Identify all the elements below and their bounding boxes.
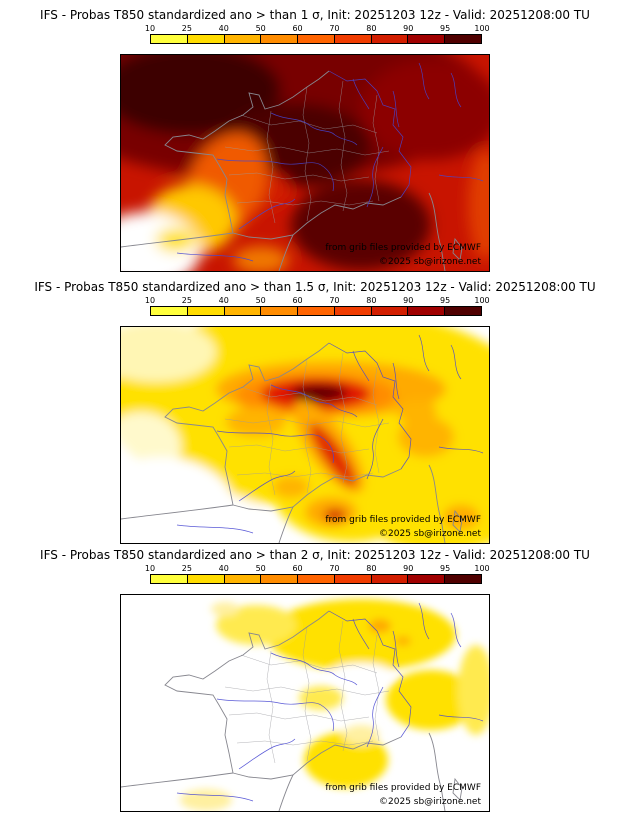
colorbar-tick-label: 50 xyxy=(255,564,266,573)
colorbar-tick-label: 10 xyxy=(144,296,156,305)
copyright-text: ©2025 sb@irizone.net xyxy=(379,257,481,267)
colorbar-bar xyxy=(150,574,482,584)
map-sigma-2: from grib files provided by ECMWF ©2025 … xyxy=(120,594,490,812)
map-sigma-1: from grib files provided by ECMWF ©2025 … xyxy=(120,54,490,272)
colorbar-tick-label: 60 xyxy=(292,24,303,33)
colorbar-segment xyxy=(261,307,299,315)
ecmwf-credit: from grib files provided by ECMWF xyxy=(325,243,481,253)
colorbar-segment xyxy=(151,307,188,315)
colorbar-segment xyxy=(298,575,335,583)
colorbar-tick-label: 60 xyxy=(292,564,303,573)
map-sigma-1-5: from grib files provided by ECMWF ©2025 … xyxy=(120,326,490,544)
panel-title: IFS - Probas T850 standardized ano > tha… xyxy=(34,280,596,294)
colorbar-segment xyxy=(408,307,446,315)
colorbar-bar xyxy=(150,306,482,316)
borders-rivers xyxy=(176,62,484,262)
colorbar-tick-label: 50 xyxy=(255,296,266,305)
panel-title: IFS - Probas T850 standardized ano > tha… xyxy=(40,8,590,22)
colorbar-tick-label: 40 xyxy=(218,296,229,305)
colorbar-segment xyxy=(224,307,262,315)
colorbar-tick-label: 70 xyxy=(329,296,340,305)
panel-sigma-2: IFS - Probas T850 standardized ano > tha… xyxy=(0,546,630,818)
colorbar-segment xyxy=(408,575,446,583)
department-boundaries xyxy=(224,620,390,764)
probability-field xyxy=(121,55,489,271)
copyright-text: ©2025 sb@irizone.net xyxy=(379,529,481,539)
colorbar-tick-label: 40 xyxy=(218,24,229,33)
colorbar-bar xyxy=(150,34,482,44)
map-canvas-sigma-2 xyxy=(121,595,489,811)
colorbar-segment xyxy=(224,35,262,43)
colorbar-segment xyxy=(224,575,262,583)
map-canvas-sigma-1-5 xyxy=(121,327,489,543)
colorbar-tick-label: 95 xyxy=(440,296,451,305)
colorbar-segment xyxy=(334,35,372,43)
colorbar-tick-label: 60 xyxy=(292,296,303,305)
colorbar-tick-label: 100 xyxy=(474,24,490,33)
colorbar-segment xyxy=(261,35,299,43)
borders-rivers xyxy=(176,602,484,802)
ecmwf-credit: from grib files provided by ECMWF xyxy=(325,783,481,793)
colorbar-tick-label: 25 xyxy=(181,564,192,573)
colorbar-segment xyxy=(261,575,299,583)
colorbar-tick-label: 80 xyxy=(366,296,377,305)
colorbar-tick-label: 80 xyxy=(366,24,377,33)
colorbar-tick-label: 70 xyxy=(329,564,340,573)
department-boundaries xyxy=(224,352,390,496)
colorbar-tick-labels: 10 25 40 50 60 70 80 90 95 100 xyxy=(145,564,490,573)
colorbar-tick-labels: 10 25 40 50 60 70 80 90 95 100 xyxy=(145,296,490,305)
colorbar-segment xyxy=(445,575,482,583)
borders-rivers xyxy=(176,334,484,534)
colorbar-segment xyxy=(298,307,335,315)
colorbar-tick-label: 10 xyxy=(144,564,156,573)
colorbar-tick-label: 70 xyxy=(329,24,340,33)
colorbar-segment xyxy=(445,35,482,43)
department-boundaries xyxy=(224,80,390,224)
colorbar-tick-label: 80 xyxy=(366,564,377,573)
colorbar-segment xyxy=(371,575,409,583)
map-canvas-sigma-1 xyxy=(121,55,489,271)
panel-title: IFS - Probas T850 standardized ano > tha… xyxy=(40,548,590,562)
colorbar-segment xyxy=(334,575,372,583)
colorbar-tick-label: 50 xyxy=(255,24,266,33)
colorbar-tick-label: 95 xyxy=(440,24,451,33)
colorbar-tick-label: 10 xyxy=(144,24,156,33)
colorbar-tick-label: 40 xyxy=(218,564,229,573)
colorbar-tick-label: 90 xyxy=(403,296,414,305)
colorbar-segment xyxy=(298,35,335,43)
colorbar-tick-label: 90 xyxy=(403,24,414,33)
colorbar-segment xyxy=(371,35,409,43)
colorbar-segment xyxy=(187,307,225,315)
colorbar: 10 25 40 50 60 70 80 90 95 100 xyxy=(145,296,490,317)
colorbar-segment xyxy=(334,307,372,315)
colorbar-tick-label: 100 xyxy=(474,296,490,305)
colorbar-segment xyxy=(445,307,482,315)
colorbar-segment xyxy=(151,575,188,583)
panel-sigma-1-5: IFS - Probas T850 standardized ano > tha… xyxy=(0,278,630,550)
colorbar-tick-label: 25 xyxy=(181,296,192,305)
colorbar: 10 25 40 50 60 70 80 90 95 100 xyxy=(145,564,490,585)
colorbar-segment xyxy=(408,35,446,43)
coastlines xyxy=(121,342,463,543)
coastlines xyxy=(121,70,463,271)
colorbar-tick-label: 25 xyxy=(181,24,192,33)
colorbar: 10 25 40 50 60 70 80 90 95 100 xyxy=(145,24,490,45)
panel-sigma-1: IFS - Probas T850 standardized ano > tha… xyxy=(0,6,630,278)
colorbar-segment xyxy=(187,575,225,583)
coastlines xyxy=(121,610,463,811)
colorbar-segment xyxy=(187,35,225,43)
ecmwf-credit: from grib files provided by ECMWF xyxy=(325,515,481,525)
colorbar-tick-label: 90 xyxy=(403,564,414,573)
colorbar-tick-labels: 10 25 40 50 60 70 80 90 95 100 xyxy=(145,24,490,33)
colorbar-tick-label: 95 xyxy=(440,564,451,573)
copyright-text: ©2025 sb@irizone.net xyxy=(379,797,481,807)
colorbar-tick-label: 100 xyxy=(474,564,490,573)
colorbar-segment xyxy=(151,35,188,43)
colorbar-segment xyxy=(371,307,409,315)
